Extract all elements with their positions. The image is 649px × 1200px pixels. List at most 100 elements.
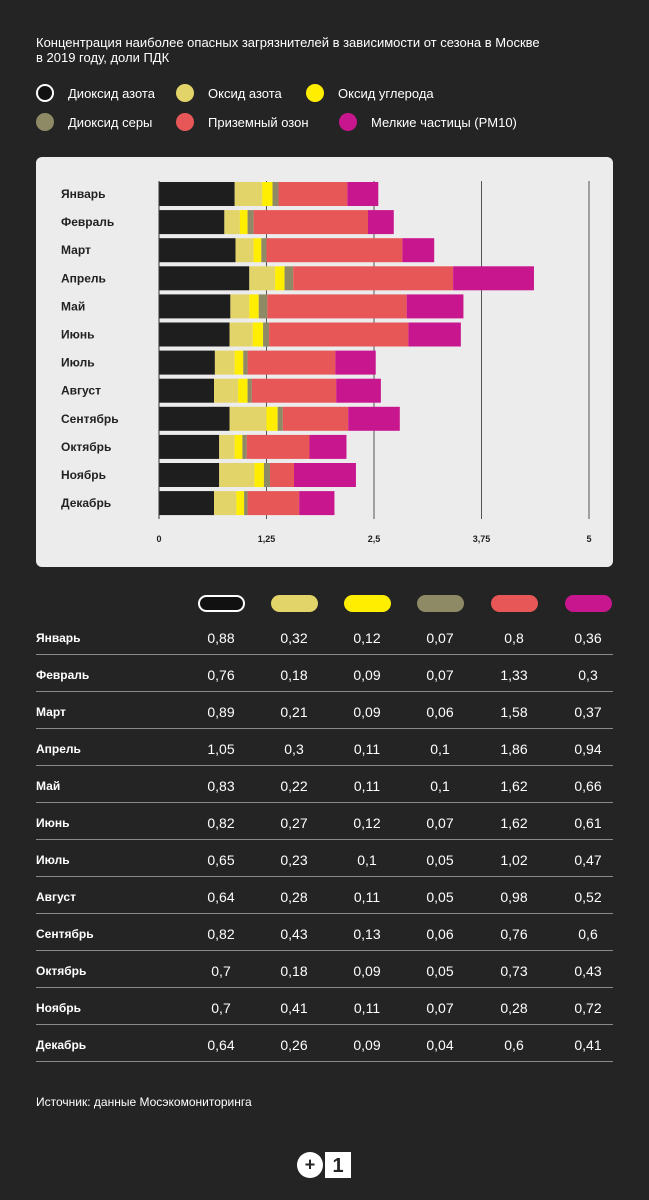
table-cell: 0,88 <box>207 630 235 646</box>
table-cell: 0,6 <box>504 1037 524 1053</box>
table-row: Сентябрь 0,82 0,43 0,13 0,06 0,76 0,6 <box>36 914 613 951</box>
table-header-swatches <box>36 590 613 618</box>
logo-plus: + <box>305 1155 316 1175</box>
table-month: Февраль <box>36 668 90 682</box>
table-cell: 0,11 <box>353 741 381 757</box>
table-month: Ноябрь <box>36 1001 81 1015</box>
table-body: Январь 0,88 0,32 0,12 0,07 0,8 0,36 Февраль 0,76… <box>36 618 613 1062</box>
table-cell: 0,18 <box>280 667 308 683</box>
category-label: Февраль <box>61 215 114 229</box>
table-month: Март <box>36 705 66 719</box>
x-tick-label: 0 <box>156 534 161 544</box>
bar-segment <box>284 266 294 291</box>
table-cell: 0,8 <box>504 630 524 646</box>
legend-item-nitrogen-dioxide: Диоксид азота <box>36 84 155 102</box>
legend-label: Приземный озон <box>208 114 309 130</box>
table-cell: 0,7 <box>211 1000 231 1016</box>
bar-segment <box>214 378 239 403</box>
bar-segment <box>263 463 270 487</box>
category-label: Август <box>61 384 101 398</box>
table-cell: 0,3 <box>284 741 304 757</box>
table-row: Январь 0,88 0,32 0,12 0,07 0,8 0,36 <box>36 618 613 655</box>
table-row: Ноябрь 0,7 0,41 0,11 0,07 0,28 0,72 <box>36 988 613 1025</box>
bar-segment <box>293 266 454 291</box>
bar-segment <box>229 322 253 347</box>
table-cell: 0,05 <box>426 852 454 868</box>
table-cell: 0,09 <box>353 963 381 979</box>
bar-segment <box>269 463 295 487</box>
bar-segment <box>249 266 276 291</box>
bar-segment <box>219 463 255 487</box>
table-header-swatch <box>564 595 612 612</box>
bar-segment <box>219 434 235 459</box>
bar-segment <box>244 491 248 516</box>
table-cell: 0,06 <box>426 704 454 720</box>
legend-item-ground-ozone: Приземный озон <box>176 113 309 131</box>
table-row: Февраль 0,76 0,18 0,09 0,07 1,33 0,3 <box>36 655 613 692</box>
legend-swatch <box>36 84 54 102</box>
bar-segment <box>336 378 381 403</box>
x-tick-label: 5 <box>586 534 591 544</box>
table-cell: 0,09 <box>353 704 381 720</box>
bar-segment <box>408 322 461 347</box>
bar-segment <box>230 294 250 319</box>
table-cell: 0,37 <box>574 704 602 720</box>
table-cell: 0,76 <box>500 926 528 942</box>
data-table: Январь 0,88 0,32 0,12 0,07 0,8 0,36 Февраль 0,76… <box>36 590 613 1062</box>
table-cell: 0,1 <box>430 778 450 794</box>
table-cell: 0,1 <box>357 852 377 868</box>
table-month: Декабрь <box>36 1038 87 1052</box>
bar-segment <box>269 322 409 347</box>
bar-segment <box>234 350 244 375</box>
legend-swatch <box>176 84 194 102</box>
bar-segment <box>242 434 247 459</box>
table-row: Март 0,89 0,21 0,09 0,06 1,58 0,37 <box>36 692 613 729</box>
table-row: Август 0,64 0,28 0,11 0,05 0,98 0,52 <box>36 877 613 914</box>
legend-item-sulfur-dioxide: Диоксид серы <box>36 113 152 131</box>
bar-segment <box>239 210 248 235</box>
bar-segment <box>159 266 250 291</box>
category-label: Январь <box>61 187 105 201</box>
category-label: Июнь <box>61 328 95 342</box>
table-cell: 1,33 <box>500 667 528 683</box>
bar-segment <box>261 238 267 263</box>
legend-swatch <box>306 84 324 102</box>
table-cell: 0,11 <box>353 778 381 794</box>
table-cell: 0,82 <box>207 926 235 942</box>
table-header-swatch <box>416 595 464 612</box>
bar-segment <box>348 406 400 431</box>
x-tick-label: 1,25 <box>258 534 276 544</box>
table-cell: 0,12 <box>353 630 381 646</box>
table-cell: 0,05 <box>426 963 454 979</box>
logo-one: 1 <box>332 1155 343 1177</box>
bar-segment <box>309 434 347 459</box>
table-month: Июль <box>36 853 70 867</box>
table-cell: 0,05 <box>426 889 454 905</box>
table-cell: 0,32 <box>280 630 308 646</box>
bar-segment <box>159 182 235 206</box>
bar-segment <box>406 294 464 319</box>
bar-segment <box>266 406 278 431</box>
brand-logo: + 1 <box>297 1152 351 1178</box>
bar-segment <box>252 322 264 347</box>
table-cell: 0,6 <box>578 926 598 942</box>
table-cell: 0,43 <box>574 963 602 979</box>
bar-segment <box>159 350 215 375</box>
table-cell: 0,73 <box>500 963 528 979</box>
table-cell: 0,41 <box>280 1000 308 1016</box>
legend-swatch <box>36 113 54 131</box>
category-label: Декабрь <box>61 496 111 510</box>
table-cell: 0,04 <box>426 1037 454 1053</box>
legend-label: Оксид углерода <box>338 85 434 101</box>
table-cell: 0,07 <box>426 630 454 646</box>
table-row: Декабрь 0,64 0,26 0,09 0,04 0,6 0,41 <box>36 1025 613 1062</box>
bar-segment <box>267 294 407 319</box>
table-cell: 0,47 <box>574 852 602 868</box>
legend-swatch <box>339 113 357 131</box>
table-cell: 0,1 <box>430 741 450 757</box>
table-cell: 1,02 <box>500 852 528 868</box>
bar-segment <box>159 210 225 235</box>
table-cell: 0,27 <box>280 815 308 831</box>
bar-segment <box>235 238 254 263</box>
bar-segment <box>266 238 403 263</box>
